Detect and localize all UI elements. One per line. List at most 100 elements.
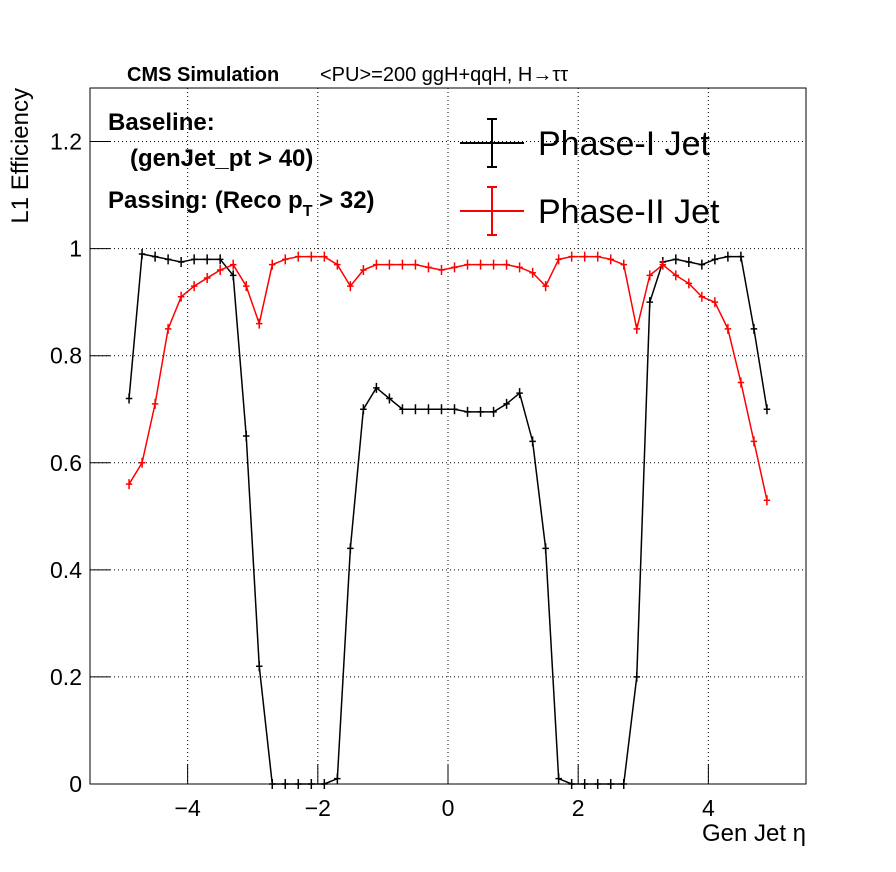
data-point [321,779,328,789]
legend-symbol [460,186,524,236]
data-point [308,779,315,789]
data-point [685,278,693,289]
data-point [347,543,354,554]
data-point [242,281,250,292]
data-point [321,251,328,262]
data-point [646,297,654,308]
y-tick-label: 1.2 [50,129,82,155]
data-point [255,318,263,329]
data-point [672,270,680,281]
x-tick-label: 2 [572,795,585,821]
data-point [750,323,758,334]
series-line [128,253,768,785]
data-point [255,661,263,672]
x-tick-label: −4 [175,795,201,821]
data-point [737,377,745,388]
data-point [203,273,211,284]
data-point [177,257,185,267]
y-axis-title: L1 Efficiency [7,88,34,224]
data-point [360,265,367,276]
data-point [360,404,367,415]
data-point [295,779,302,789]
annotation: Baseline: [108,109,215,136]
data-point [190,281,198,292]
data-point [620,779,627,789]
y-tick-label: 1 [69,236,82,262]
data-point [164,323,172,334]
data-point [503,259,510,270]
data-point [607,254,614,265]
data-point [269,779,276,789]
legend-label: Phase-II Jet [538,193,720,231]
data-point [138,248,146,259]
data-point [138,457,146,468]
data-point [516,388,523,399]
y-tick-label: 0 [69,771,82,797]
data-point [412,404,419,415]
data-point [242,431,250,441]
data-point [125,393,133,404]
x-tick-label: 4 [702,795,715,821]
data-point [177,291,185,302]
y-tick-label: 0.2 [50,664,82,690]
data-point [295,251,302,262]
data-point [568,251,575,262]
data-point [607,779,614,789]
data-point [542,543,549,554]
data-point [125,479,133,490]
data-point [229,259,237,270]
chart-title-bold: CMS Simulation [127,64,279,86]
data-point [190,254,198,265]
chart-title: <PU>=200 ggH+qqH, H→ττ [320,64,568,86]
data-point [503,398,510,409]
data-point [672,254,680,265]
annotation: Passing: (Reco pT > 32) [108,187,375,220]
data-point [490,259,497,270]
data-point [529,267,536,278]
data-point [164,254,172,265]
data-point [216,254,224,265]
data-point [386,393,393,404]
data-point [373,382,380,393]
data-point [425,404,432,415]
data-point [737,251,745,262]
data-point [633,323,641,334]
data-point [581,779,588,789]
data-point [516,262,523,273]
data-point [347,281,354,292]
legend-label: Phase-I Jet [538,125,711,163]
data-point [477,406,484,417]
data-point [451,404,458,415]
data-point [763,404,771,415]
data-point [581,251,588,262]
data-point [151,398,159,409]
data-point [464,406,471,417]
data-point [282,779,289,789]
annotation-part: Passing: (Reco p [108,187,303,214]
data-point [529,436,536,447]
data-point [763,495,771,506]
data-point [594,251,601,262]
data-point [308,251,315,262]
data-point [412,259,419,270]
data-point [386,259,393,270]
data-point [555,773,562,784]
data-point [555,254,562,265]
x-tick-label: 0 [442,795,455,821]
data-point [633,671,641,682]
x-axis-title: Gen Jet η [702,820,806,847]
data-point [203,254,211,265]
data-point [334,773,341,784]
data-point [698,259,706,270]
data-point [464,259,471,270]
data-point [216,265,224,276]
data-point [151,251,159,262]
y-tick-label: 0.6 [50,450,82,476]
series-line [128,255,768,501]
data-point [711,297,719,308]
data-point [698,291,706,302]
data-point [373,259,380,270]
annotation: (genJet_pt > 40) [130,145,313,172]
data-point [685,257,693,267]
